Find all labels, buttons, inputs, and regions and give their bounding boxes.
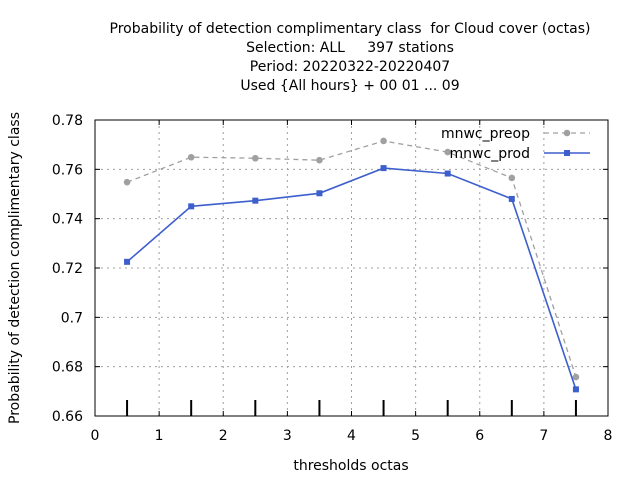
y-tick-label: 0.68	[52, 360, 83, 376]
title-line-4: Used {All hours} + 00 01 ... 09	[240, 78, 460, 94]
y-tick-label: 0.78	[52, 113, 83, 129]
data-point-mnwc-prod	[572, 386, 579, 393]
x-tick-label: 2	[219, 428, 228, 444]
data-point-mnwc-prod	[508, 195, 515, 202]
data-point-mnwc-prod	[188, 203, 195, 210]
series-layer	[123, 137, 580, 393]
x-tick-label: 4	[347, 428, 356, 444]
data-point-mnwc-preop	[187, 153, 195, 161]
legend-marker-mnwc-preop	[563, 129, 571, 137]
y-tick-label: 0.66	[52, 409, 83, 425]
grid-lines	[95, 120, 608, 416]
x-axis-label: thresholds octas	[293, 458, 408, 474]
title-line-1: Probability of detection complimentary c…	[109, 21, 591, 37]
y-tick-label: 0.74	[52, 212, 83, 228]
x-tick-label: 1	[155, 428, 164, 444]
title-line-2: Selection: ALL 397 stations	[246, 40, 454, 56]
title-line-3: Period: 20220322-20220407	[249, 59, 451, 75]
series-line-mnwc-prod	[126, 167, 577, 390]
x-tick-label: 3	[283, 428, 292, 444]
data-point-mnwc-prod	[380, 165, 387, 172]
data-point-mnwc-prod	[252, 197, 259, 204]
x-tick-label: 8	[604, 428, 613, 444]
x-tick-label: 7	[539, 428, 548, 444]
y-tick-label: 0.7	[61, 310, 83, 326]
x-tick-label: 0	[91, 428, 100, 444]
data-point-mnwc-preop	[508, 174, 516, 182]
data-point-mnwc-preop	[316, 156, 323, 164]
data-point-mnwc-prod	[124, 258, 131, 265]
bottom-marks	[126, 400, 577, 416]
legend-label-mnwc-preop: mnwc_preop	[441, 126, 530, 142]
data-point-mnwc-prod	[444, 170, 451, 177]
data-point-mnwc-preop	[572, 373, 580, 381]
chart-title: Probability of detection complimentary c…	[0, 20, 640, 96]
legend-label-mnwc-prod: mnwc_prod	[450, 146, 530, 162]
y-tick-label: 0.76	[52, 162, 83, 178]
legend: mnwc_preop mnwc_prod	[441, 126, 590, 162]
y-axis-ticks: 0.66 0.68 0.7 0.72 0.74 0.76 0.78	[52, 113, 608, 425]
x-axis-ticks: 0 1 2 3 4 5 6 7 8	[91, 120, 613, 444]
data-point-mnwc-preop	[252, 154, 259, 162]
y-axis-label: Probability of detection complimentary c…	[7, 112, 23, 424]
data-point-mnwc-preop	[123, 178, 131, 186]
data-point-mnwc-preop	[380, 137, 387, 145]
data-point-mnwc-preop	[444, 148, 451, 156]
legend-marker-mnwc-prod	[564, 150, 570, 156]
data-point-mnwc-prod	[316, 190, 323, 197]
x-tick-label: 5	[411, 428, 420, 444]
x-tick-label: 6	[475, 428, 484, 444]
y-tick-label: 0.72	[52, 261, 83, 277]
